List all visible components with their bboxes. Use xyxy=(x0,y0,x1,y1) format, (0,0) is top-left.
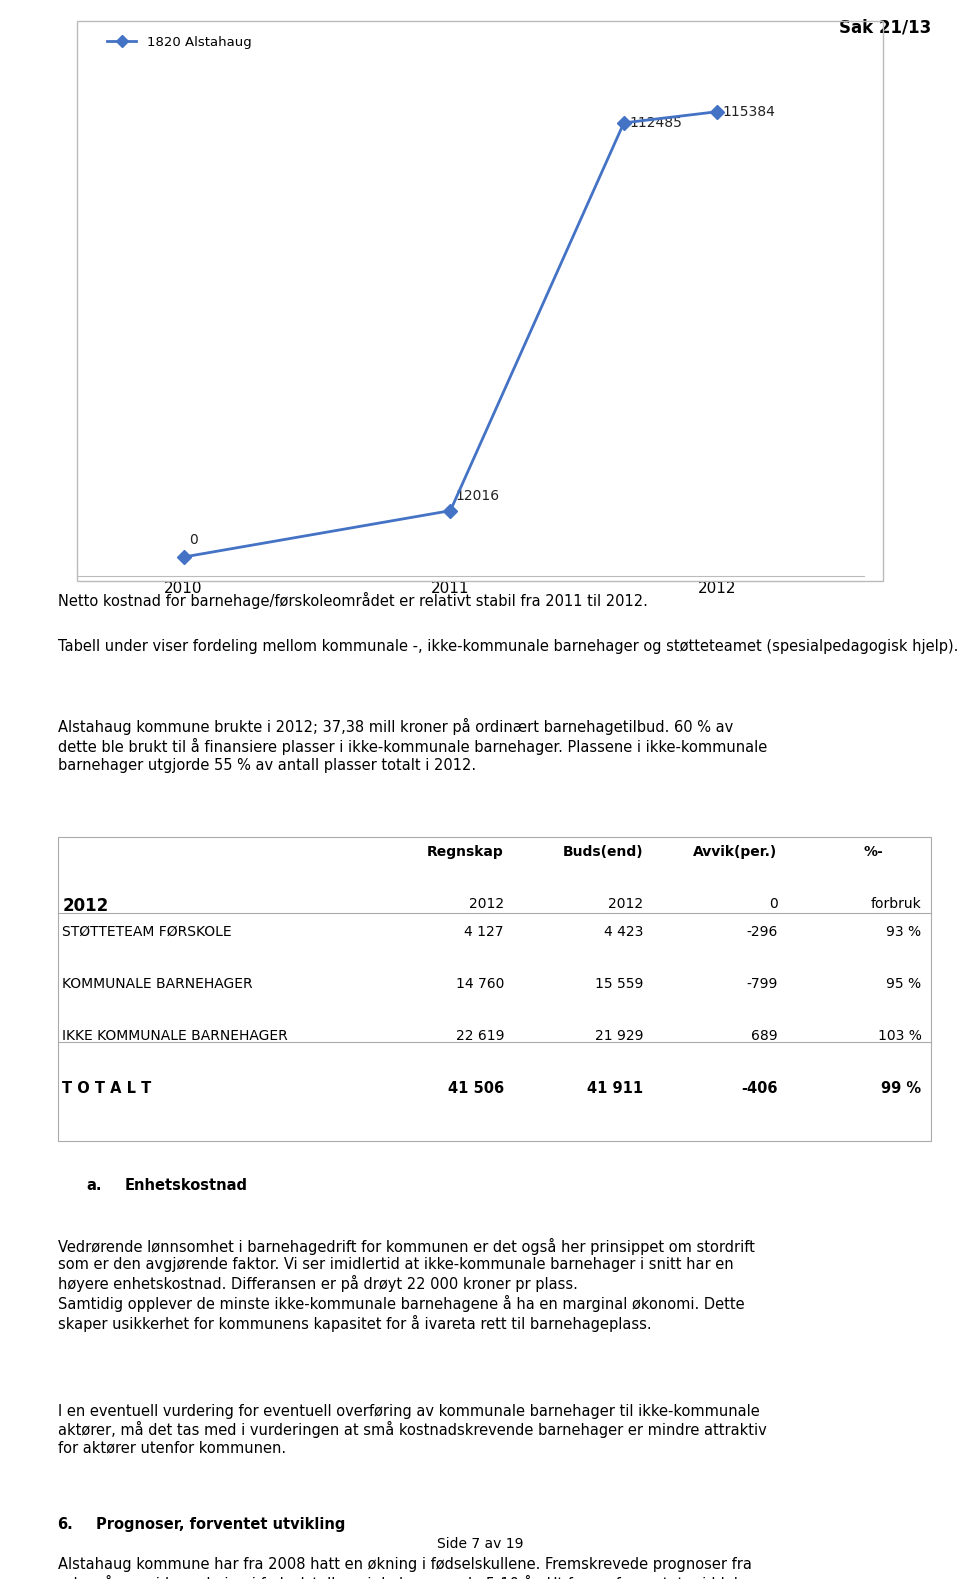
Text: 41 506: 41 506 xyxy=(448,1082,504,1096)
Text: 95 %: 95 % xyxy=(886,977,922,992)
Text: STØTTETEAM FØRSKOLE: STØTTETEAM FØRSKOLE xyxy=(62,925,232,940)
Text: 14 760: 14 760 xyxy=(456,977,504,992)
Text: 689: 689 xyxy=(751,1030,778,1044)
Text: I en eventuell vurdering for eventuell overføring av kommunale barnehager til ik: I en eventuell vurdering for eventuell o… xyxy=(58,1404,766,1456)
Text: 112485: 112485 xyxy=(629,115,682,129)
Text: Regnskap: Regnskap xyxy=(427,845,504,859)
Text: 22 619: 22 619 xyxy=(455,1030,504,1044)
Text: Alstahaug kommune brukte i 2012; 37,38 mill kroner på ordinært barnehagetilbud. : Alstahaug kommune brukte i 2012; 37,38 m… xyxy=(58,718,767,772)
Text: 2012: 2012 xyxy=(468,897,504,911)
Text: 0: 0 xyxy=(189,534,198,548)
Text: 103 %: 103 % xyxy=(877,1030,922,1044)
Text: 21 929: 21 929 xyxy=(594,1030,643,1044)
Text: Buds(end): Buds(end) xyxy=(563,845,643,859)
Text: KOMMUNALE BARNEHAGER: KOMMUNALE BARNEHAGER xyxy=(62,977,253,992)
Text: 2012: 2012 xyxy=(608,897,643,911)
Text: Netto kostnad for barnehage/førskoleområdet er relativt stabil fra 2011 til 2012: Netto kostnad for barnehage/førskoleområ… xyxy=(58,592,647,609)
Text: Prognoser, forventet utvikling: Prognoser, forventet utvikling xyxy=(96,1517,346,1532)
Text: a.: a. xyxy=(86,1178,102,1192)
Text: 15 559: 15 559 xyxy=(595,977,643,992)
Text: 6.: 6. xyxy=(58,1517,73,1532)
Text: 2012: 2012 xyxy=(62,897,108,914)
Text: 93 %: 93 % xyxy=(886,925,922,940)
Text: 41 911: 41 911 xyxy=(588,1082,643,1096)
Legend: 1820 Alstahaug: 1820 Alstahaug xyxy=(107,36,252,49)
Text: 4 127: 4 127 xyxy=(465,925,504,940)
Text: Alstahaug kommune har fra 2008 hatt en økning i fødselskullene. Fremskrevede pro: Alstahaug kommune har fra 2008 hatt en ø… xyxy=(58,1557,752,1579)
Text: Enhetskostnad: Enhetskostnad xyxy=(125,1178,248,1192)
Text: IKKE KOMMUNALE BARNEHAGER: IKKE KOMMUNALE BARNEHAGER xyxy=(62,1030,288,1044)
Text: 115384: 115384 xyxy=(723,104,776,118)
Text: -296: -296 xyxy=(746,925,778,940)
Text: 0: 0 xyxy=(769,897,778,911)
Text: Sak 21/13: Sak 21/13 xyxy=(839,19,931,36)
Text: %-: %- xyxy=(863,845,883,859)
Text: Vedrørende lønnsomhet i barnehagedrift for kommunen er det også her prinsippet o: Vedrørende lønnsomhet i barnehagedrift f… xyxy=(58,1238,755,1331)
Text: T O T A L T: T O T A L T xyxy=(62,1082,152,1096)
Text: 99 %: 99 % xyxy=(881,1082,922,1096)
Text: -799: -799 xyxy=(746,977,778,992)
Text: Tabell under viser fordeling mellom kommunale -, ikke-kommunale barnehager og st: Tabell under viser fordeling mellom komm… xyxy=(58,639,958,654)
Text: Side 7 av 19: Side 7 av 19 xyxy=(437,1536,523,1551)
Text: forbruk: forbruk xyxy=(871,897,922,911)
Text: 4 423: 4 423 xyxy=(604,925,643,940)
Text: Avvik(per.): Avvik(per.) xyxy=(693,845,778,859)
Text: -406: -406 xyxy=(741,1082,778,1096)
Text: 12016: 12016 xyxy=(456,489,500,504)
